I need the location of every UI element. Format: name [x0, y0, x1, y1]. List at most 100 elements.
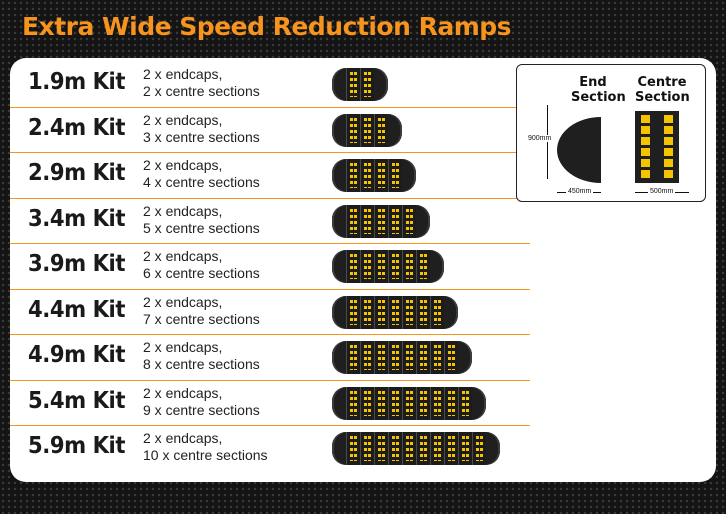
kit-centre-text: 5 x centre sections — [143, 219, 260, 236]
ramp-centre-section — [416, 341, 430, 374]
kit-row: 2.9m Kit 2 x endcaps, 4 x centre sections — [10, 152, 716, 197]
kit-endcaps-text: 2 x endcaps, — [143, 293, 223, 310]
ramp-endcap — [458, 341, 472, 374]
kit-row: 5.4m Kit 2 x endcaps, 9 x centre sections — [10, 379, 716, 425]
ramp-endcap — [416, 204, 430, 238]
ramp-centre-section — [444, 386, 458, 420]
ramp-centre-section — [402, 341, 416, 374]
ramp-illustration — [332, 68, 388, 101]
ramp-centre-section — [402, 386, 416, 420]
page-title: Extra Wide Speed Reduction Ramps — [22, 12, 512, 41]
ramp-illustration — [332, 113, 402, 147]
end-section-shape — [557, 117, 601, 183]
ramp-centre-section — [416, 432, 430, 465]
centre-section-shape — [635, 111, 679, 183]
ramp-centre-section — [416, 250, 430, 283]
ramp-centre-section — [360, 295, 374, 329]
kit-description: 2 x endcaps, 10 x centre sections — [143, 430, 268, 464]
kit-description: 2 x endcaps, 5 x centre sections — [143, 203, 260, 237]
centre-section-label: Centre Section — [635, 75, 690, 105]
ramp-centre-section — [374, 204, 388, 238]
ramp-centre-section — [430, 341, 444, 374]
kit-description: 2 x endcaps, 3 x centre sections — [143, 112, 260, 146]
ramp-centre-section — [346, 341, 360, 374]
ramp-centre-section — [388, 159, 402, 192]
ramp-centre-section — [360, 159, 374, 192]
ramp-centre-section — [346, 386, 360, 420]
ramp-centre-section — [402, 295, 416, 329]
section-diagram: End Section Centre Section 900mm 450mm 5… — [516, 64, 706, 202]
centre-stripe-left — [641, 115, 650, 179]
kit-endcaps-text: 2 x endcaps, — [143, 384, 223, 401]
ramp-centre-section — [388, 250, 402, 283]
centre-label-line2: Section — [635, 90, 690, 105]
kit-description: 2 x endcaps, 9 x centre sections — [143, 385, 260, 419]
kits-panel: 1.9m Kit 2 x endcaps, 2 x centre sections 2… — [10, 58, 716, 482]
ramp-endcap — [332, 295, 346, 329]
row-divider — [10, 425, 530, 426]
kit-description: 2 x endcaps, 6 x centre sections — [143, 248, 260, 282]
ramp-centre-section — [346, 204, 360, 238]
kit-row: 4.4m Kit 2 x endcaps, 7 x centre sections — [10, 288, 716, 334]
ramp-endcap — [332, 432, 346, 465]
ramp-centre-section — [346, 159, 360, 192]
kit-endcaps-text: 2 x endcaps, — [143, 66, 223, 82]
ramp-endcap — [388, 113, 402, 147]
kit-centre-text: 2 x centre sections — [143, 83, 260, 99]
kit-name: 3.9m Kit — [28, 251, 125, 277]
ramp-centre-section — [346, 295, 360, 329]
kit-row: 1.9m Kit 2 x endcaps, 2 x centre sections — [10, 61, 716, 106]
ramp-centre-section — [374, 159, 388, 192]
ramp-endcap — [444, 295, 458, 329]
ramp-centre-section — [346, 68, 360, 101]
end-label-line2: Section — [571, 90, 626, 105]
kit-row: 3.4m Kit 2 x endcaps, 5 x centre sections — [10, 197, 716, 243]
ramp-centre-section — [430, 295, 444, 329]
centre-width-dimension: 500mm — [648, 188, 676, 195]
ramp-centre-section — [416, 295, 430, 329]
ramp-centre-section — [360, 341, 374, 374]
ramp-illustration — [332, 386, 486, 420]
kit-centre-text: 8 x centre sections — [143, 356, 260, 372]
ramp-centre-section — [388, 204, 402, 238]
ramp-endcap — [332, 159, 346, 192]
ramp-endcap — [486, 432, 500, 465]
kit-row: 3.9m Kit 2 x endcaps, 6 x centre sections — [10, 243, 716, 288]
ramp-centre-section — [402, 432, 416, 465]
height-dimension: 900mm — [528, 135, 552, 142]
ramp-endcap — [332, 113, 346, 147]
ramp-centre-section — [444, 341, 458, 374]
centre-label-line1: Centre — [637, 75, 687, 90]
kit-name: 4.9m Kit — [28, 342, 125, 368]
kit-endcaps-text: 2 x endcaps, — [143, 157, 223, 173]
kit-centre-text: 3 x centre sections — [143, 128, 260, 145]
ramp-centre-section — [430, 386, 444, 420]
row-divider — [10, 379, 530, 381]
kit-endcaps-text: 2 x endcaps, — [143, 248, 223, 264]
kit-description: 2 x endcaps, 2 x centre sections — [143, 66, 260, 100]
ramp-illustration — [332, 159, 416, 192]
kit-name: 3.4m Kit — [28, 205, 125, 232]
ramp-endcap — [332, 250, 346, 283]
ramp-illustration — [332, 295, 458, 329]
row-divider — [10, 334, 530, 335]
ramp-endcap — [332, 386, 346, 420]
kit-row: 4.9m Kit 2 x endcaps, 8 x centre sections — [10, 334, 716, 379]
kit-endcaps-text: 2 x endcaps, — [143, 111, 223, 128]
ramp-illustration — [332, 204, 430, 238]
ramp-centre-section — [360, 386, 374, 420]
ramp-centre-section — [444, 432, 458, 465]
ramp-centre-section — [374, 113, 388, 147]
ramp-endcap — [332, 204, 346, 238]
ramp-endcap — [332, 341, 346, 374]
ramp-centre-section — [346, 113, 360, 147]
ramp-centre-section — [360, 432, 374, 465]
ramp-centre-section — [388, 341, 402, 374]
ramp-centre-section — [360, 68, 374, 101]
kit-name: 5.4m Kit — [28, 387, 125, 414]
height-dimension-line — [547, 105, 548, 179]
ramp-centre-section — [388, 386, 402, 420]
kit-centre-text: 9 x centre sections — [143, 401, 260, 418]
kit-description: 2 x endcaps, 8 x centre sections — [143, 339, 260, 373]
ramp-centre-section — [374, 386, 388, 420]
